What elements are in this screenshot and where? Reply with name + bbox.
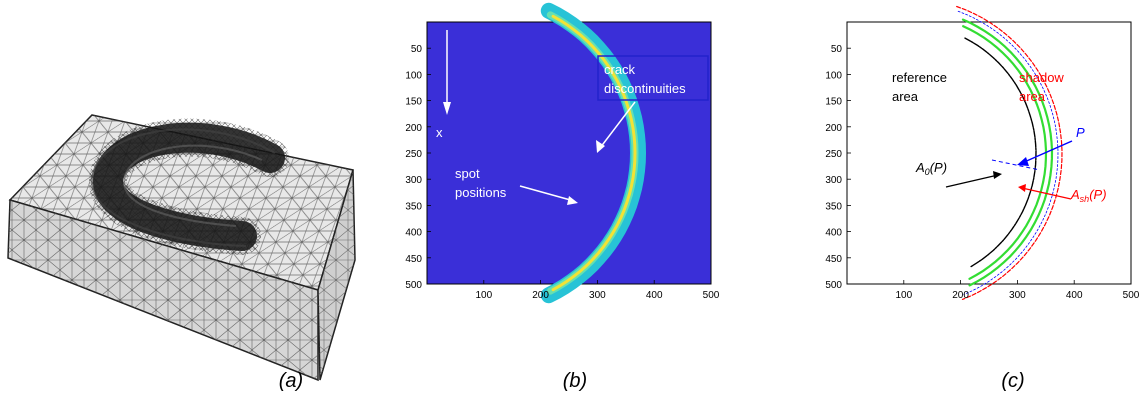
x-tick-label: 400 <box>646 290 663 301</box>
x-tick-label: 500 <box>703 290 720 301</box>
y-tick-label: 350 <box>825 201 842 212</box>
point-p-label: P <box>1076 125 1085 140</box>
x-tick-label: 200 <box>952 290 969 301</box>
x-tick-label: 200 <box>532 290 549 301</box>
shadow-area-label-line2: area <box>1019 89 1046 104</box>
y-tick-label: 500 <box>405 280 422 291</box>
spot-label-line2: positions <box>455 185 507 200</box>
crack-label-line1: crack <box>604 62 636 77</box>
x-tick-label: 100 <box>895 290 912 301</box>
contour-panel: 100 200 300 400 500 50 100 150 200 250 300 350 400 45… <box>760 0 1143 394</box>
shadow-area-label-line1: shadow <box>1019 70 1064 85</box>
x-tick-label: 100 <box>475 290 492 301</box>
y-tick-label: 250 <box>825 149 842 160</box>
contour-frame <box>846 21 1132 285</box>
y-tick-label: 150 <box>825 97 842 108</box>
green-contour-inner <box>962 25 1048 280</box>
ash-arrow <box>1021 187 1072 200</box>
x-tick-label: 300 <box>589 290 606 301</box>
crack-arrow <box>599 101 636 149</box>
y-tick-label: 200 <box>825 123 842 134</box>
y-tick-label: 300 <box>825 175 842 186</box>
x-tick-label: 500 <box>1123 290 1140 301</box>
y-tick-label: 500 <box>825 280 842 291</box>
crack-label-line2: discontinuities <box>604 81 686 96</box>
crack-arc-core <box>551 14 637 292</box>
x-tick-label: 300 <box>1009 290 1026 301</box>
y-tick-label: 350 <box>405 201 422 212</box>
y-tick-label: 50 <box>411 44 423 55</box>
heatmap-background <box>426 21 712 285</box>
crack-label-box <box>597 55 709 101</box>
ash-label: Ash(P) <box>1070 187 1107 204</box>
y-tick-label: 100 <box>405 70 422 81</box>
heatmap-chart: 100 200 300 400 500 50 100 150 200 250 300 350 400 45… <box>405 2 720 304</box>
reference-area-label-line2: area <box>892 89 919 104</box>
normal-line <box>991 159 1041 171</box>
heatmap-panel: 100 200 300 400 500 50 100 150 200 250 300 350 400 45… <box>380 0 760 394</box>
contour-chart: 100 200 300 400 500 50 100 150 200 250 300 350 400 45… <box>825 5 1140 301</box>
caption-a: (a) <box>278 370 304 392</box>
y-tick-label: 300 <box>405 175 422 186</box>
reference-contour <box>964 37 1037 268</box>
caption-b: (b) <box>562 370 588 392</box>
y-tick-label: 450 <box>825 254 842 265</box>
y-tick-label: 150 <box>405 97 422 108</box>
point-p-arrow <box>1021 140 1073 164</box>
y-tick-label: 50 <box>831 44 843 55</box>
y-tick-label: 100 <box>825 70 842 81</box>
y-tick-label: 450 <box>405 254 422 265</box>
spot-arrow <box>519 185 575 202</box>
mesh-panel <box>0 0 380 394</box>
reference-area-label-line1: reference <box>892 70 947 85</box>
y-tick-label: 400 <box>405 228 422 239</box>
x-axis-marker-label: x <box>436 125 443 140</box>
shadow-contour <box>956 5 1063 300</box>
caption-c: (c) <box>1001 370 1025 392</box>
mesh-block-illustration <box>7 114 356 382</box>
blue-contour <box>957 10 1059 295</box>
y-tick-label: 200 <box>405 123 422 134</box>
a0-arrow <box>945 174 999 188</box>
y-tick-label: 400 <box>825 228 842 239</box>
y-tick-label: 250 <box>405 149 422 160</box>
spot-label-line1: spot <box>455 166 480 181</box>
x-tick-label: 400 <box>1066 290 1083 301</box>
a0-label: A0(P) <box>915 160 947 177</box>
